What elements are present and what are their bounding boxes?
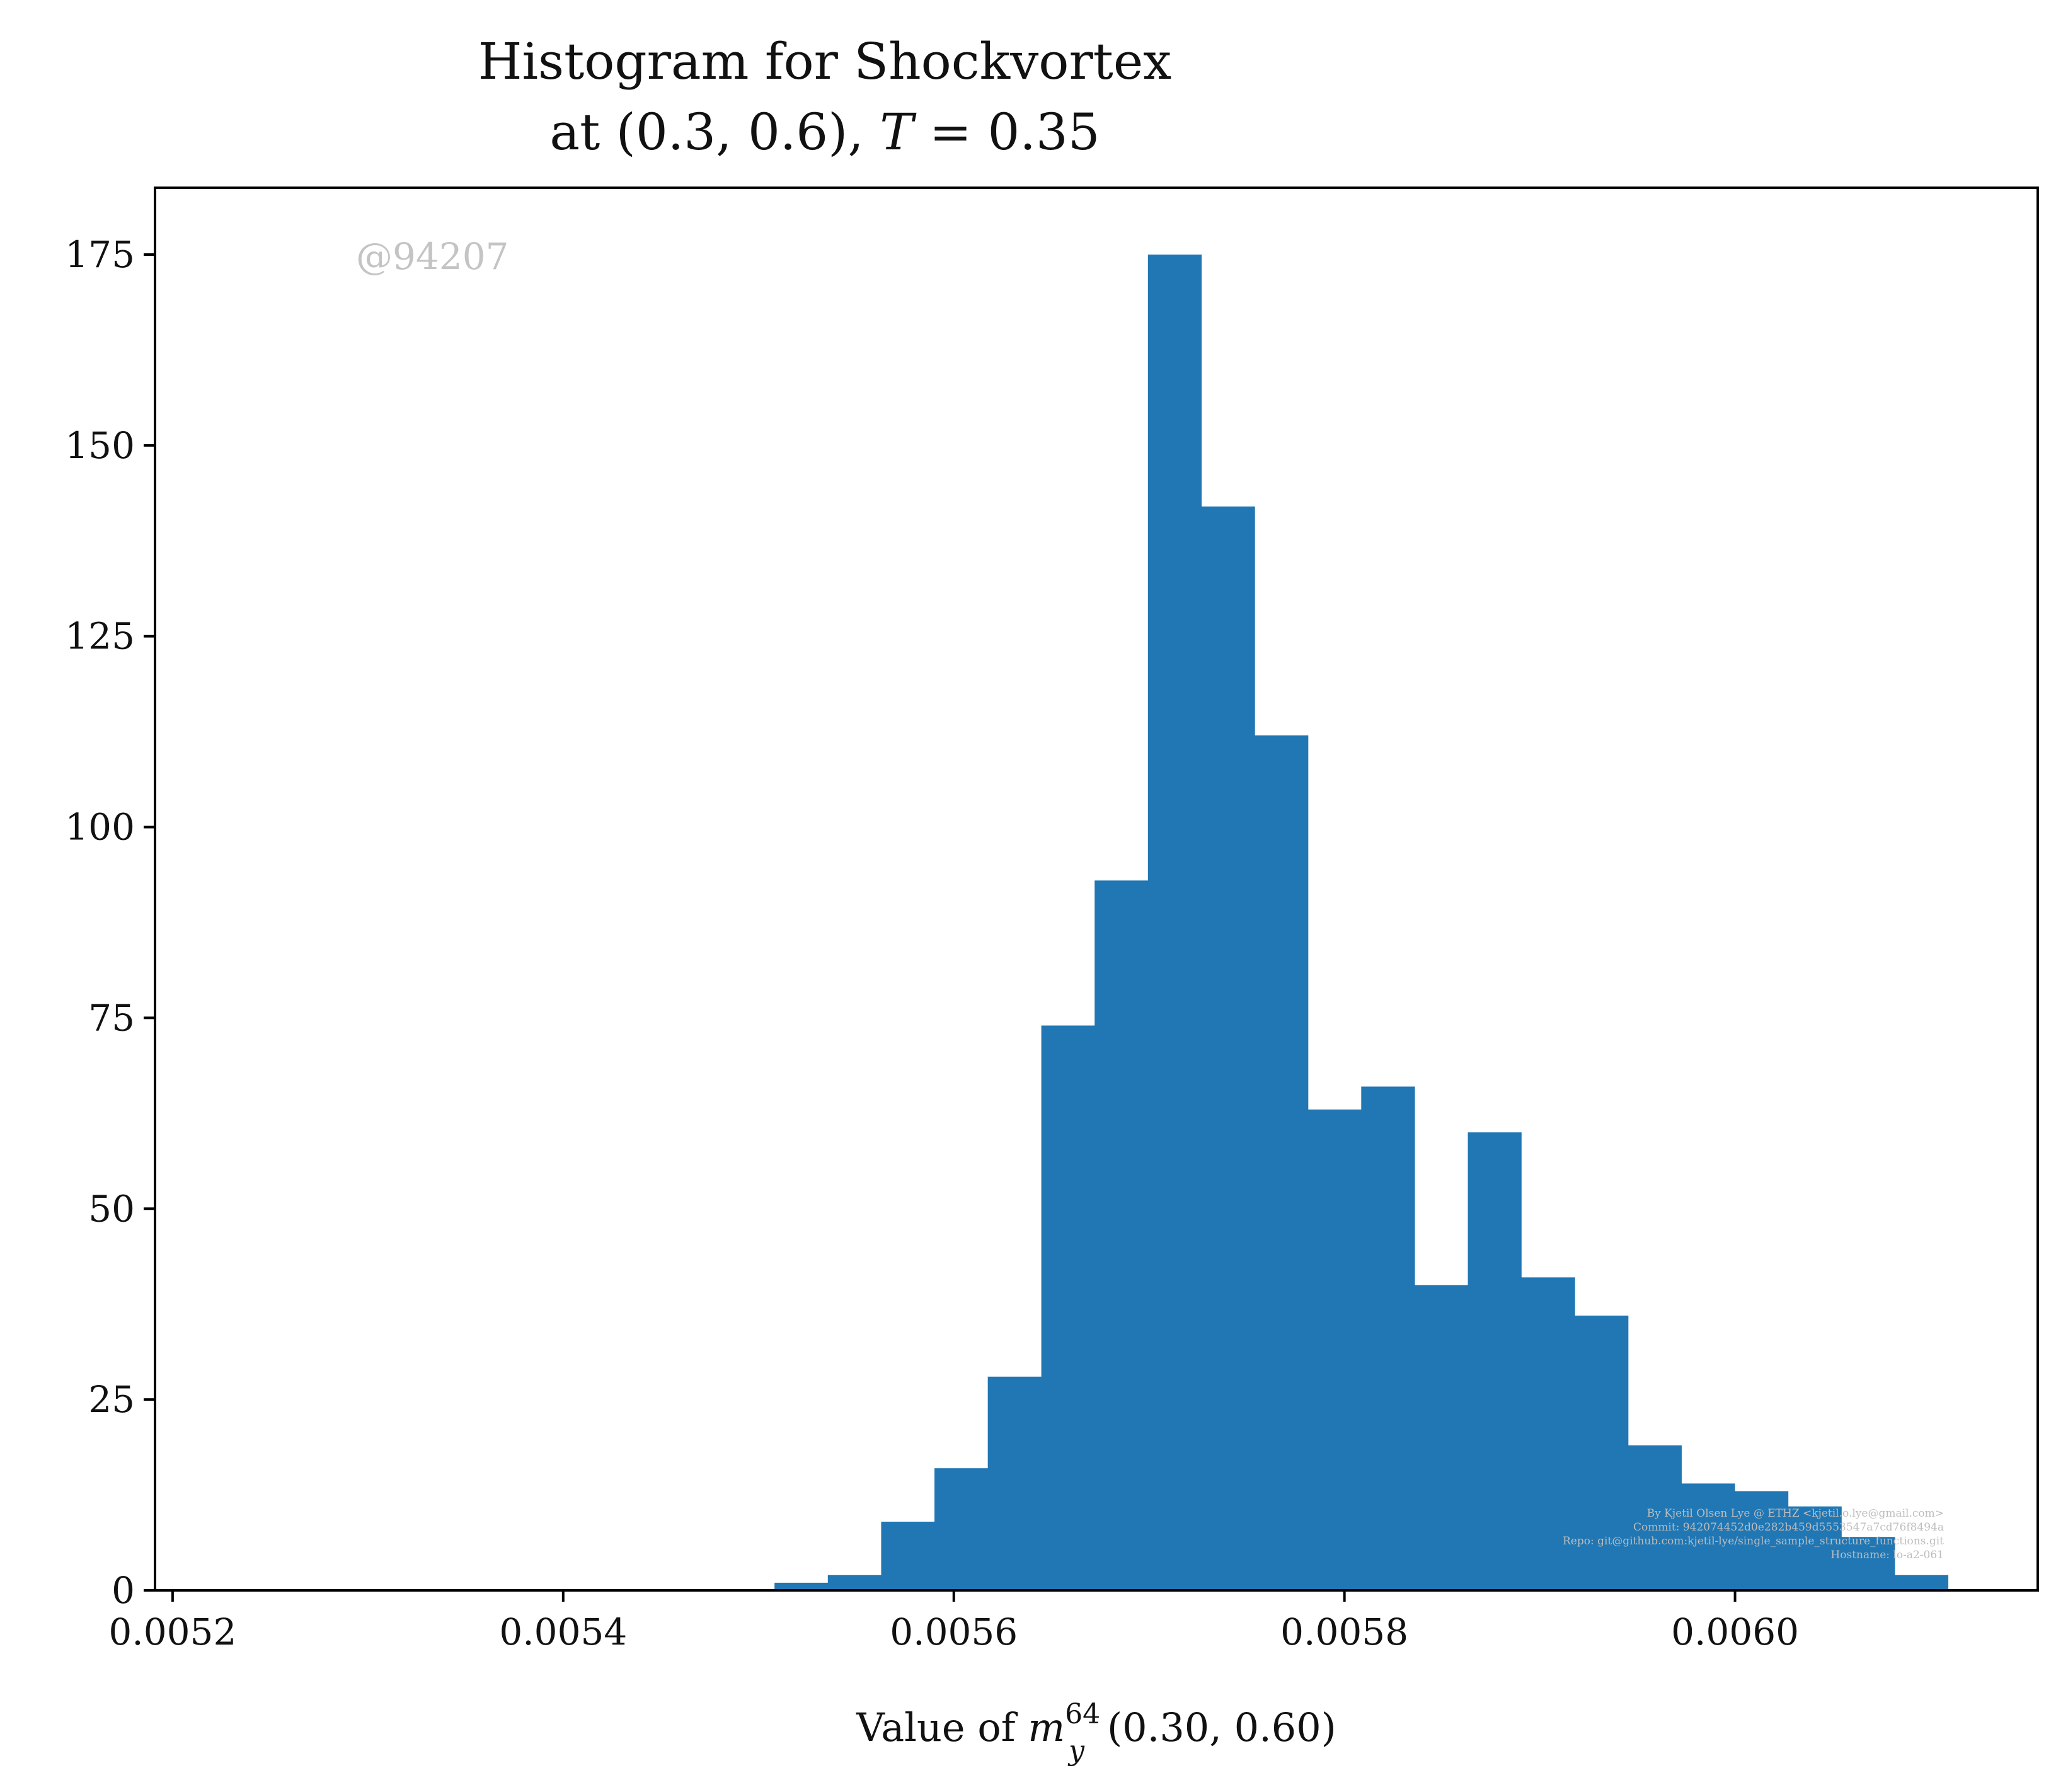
histogram-bar [1734,1491,1789,1590]
histogram-bar [1201,506,1255,1590]
y-axis-ticks: 0 25 50 75 100 125 150 175 [65,233,155,1612]
histogram-bar [1361,1086,1415,1590]
chart-title-line2: at (0.3, 0.6), T = 0.35 [549,103,1100,161]
chart-title-line1: Histogram for Shockvortex [478,32,1172,91]
y-tick-label: 100 [65,806,135,849]
x-label-symbol: m [1028,1704,1065,1750]
histogram-bar [1894,1575,1949,1590]
x-label-prefix: Value of [856,1704,1028,1750]
histogram-bar [827,1575,882,1590]
histogram-bar [1841,1537,1895,1590]
histogram-bar [1788,1506,1842,1590]
histogram-bar [1094,880,1149,1590]
histogram-bar [1628,1445,1682,1590]
y-tick-label: 0 [112,1569,135,1612]
histogram-bar [1255,735,1309,1590]
x-label-superscript: 64 [1065,1698,1100,1730]
credit-line: By Kjetil Olsen Lye @ ETHZ <kjetil.o.lye… [1647,1507,1944,1520]
histogram-bar [881,1521,935,1590]
x-label-args: (0.30, 0.60) [1107,1704,1336,1750]
histogram-bar [934,1468,989,1590]
histogram-bar [1307,1109,1362,1590]
y-tick-label: 75 [88,996,135,1039]
credit-line: Hostname: lo-a2-061 [1830,1549,1944,1561]
histogram-bar [1414,1285,1469,1590]
credit-line: Repo: git@github.com:kjetil-lye/single_s… [1563,1535,1944,1548]
x-label-subscript: y [1067,1735,1085,1767]
x-axis-label: Value of m64 y (0.30, 0.60) [856,1698,1336,1767]
y-tick-label: 175 [65,233,135,276]
y-tick-label: 50 [88,1187,135,1230]
histogram-bar [987,1376,1042,1590]
title-prefix-text: at (0.3, 0.6), [549,103,880,161]
x-tick-label: 0.0060 [1671,1611,1799,1653]
histogram-bar [1681,1483,1735,1590]
x-tick-label: 0.0058 [1280,1611,1408,1653]
histogram-bar [1468,1132,1522,1590]
watermark-text: @94207 [356,235,509,278]
x-tick-label: 0.0054 [499,1611,627,1653]
histogram-bar [1575,1315,1629,1590]
plot-frame [154,187,2039,1592]
y-tick-label: 125 [65,615,135,658]
credit-text-block: By Kjetil Olsen Lye @ ETHZ <kjetil.o.lye… [1563,1507,1944,1561]
credit-line: Commit: 942074452d0e282b459d5553547a7cd7… [1633,1521,1944,1534]
histogram-bar [1041,1025,1095,1590]
bars-group [774,255,1949,1590]
x-tick-label: 0.0056 [890,1611,1018,1653]
title-temp-symbol: T [880,103,917,161]
y-tick-label: 150 [65,424,135,467]
x-tick-label: 0.0052 [108,1611,236,1653]
histogram-bar [1147,255,1202,1590]
histogram-bar [1521,1277,1575,1590]
y-tick-label: 25 [88,1378,135,1421]
x-axis-ticks: 0.0052 0.0054 0.0056 0.0058 0.0060 [108,1590,1799,1653]
histogram-bar [774,1582,829,1590]
title-temp-value: = 0.35 [914,103,1100,161]
